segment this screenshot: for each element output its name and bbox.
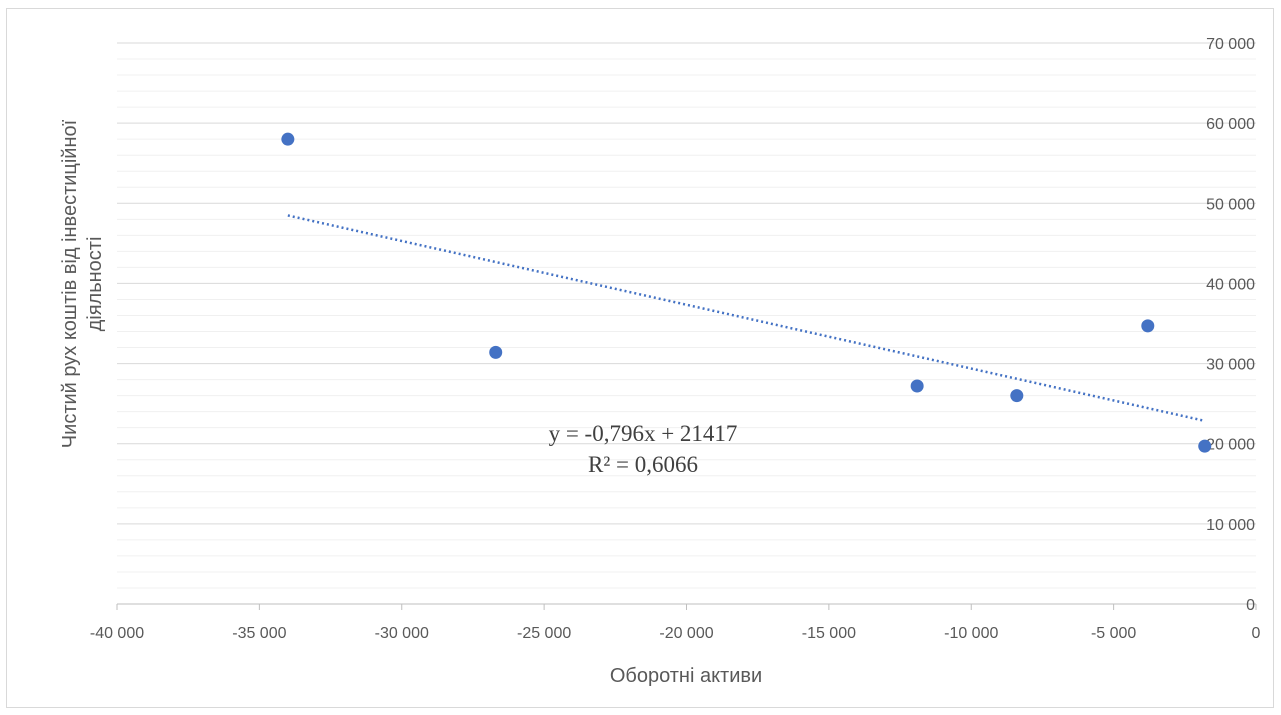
y-tick-label: 0 <box>1246 597 1255 614</box>
data-point <box>910 379 924 393</box>
x-axis-title: Оборотні активи <box>610 665 762 687</box>
r-squared: R² = 0,6066 <box>588 452 698 477</box>
chart-frame <box>6 8 1274 708</box>
y-axis-title: Чистий рух коштів від інвестиційної діяль… <box>59 119 106 448</box>
trendline-path <box>287 214 1206 423</box>
data-point <box>1141 319 1155 333</box>
x-tick-label: -15 000 <box>802 625 856 642</box>
y-tick-label: 60 000 <box>1206 116 1255 133</box>
y-axis: 0 10 000 20 000 30 000 40 000 50 000 60 000 70 … <box>1206 36 1255 614</box>
trendline <box>287 214 1206 423</box>
y-tick-label: 30 000 <box>1206 357 1255 374</box>
regression-equation: y = -0,796x + 21417 <box>549 421 738 446</box>
data-point <box>489 345 503 359</box>
y-axis-title-line: діяльності <box>84 237 106 332</box>
x-tick-label: -20 000 <box>659 625 713 642</box>
y-tick-label: 10 000 <box>1206 517 1255 534</box>
y-tick-label: 20 000 <box>1206 437 1255 454</box>
data-point <box>1010 389 1024 403</box>
trendline-equation: y = -0,796x + 21417 R² = 0,6066 <box>549 421 738 477</box>
x-tick-label: -10 000 <box>944 625 998 642</box>
x-tick-label: -35 000 <box>232 625 286 642</box>
y-tick-label: 50 000 <box>1206 196 1255 213</box>
x-tick-label: -30 000 <box>375 625 429 642</box>
y-tick-label: 70 000 <box>1206 36 1255 53</box>
data-point <box>281 132 295 146</box>
major-gridlines <box>117 42 1256 525</box>
data-points <box>281 132 1212 453</box>
x-tick-label: -25 000 <box>517 625 571 642</box>
y-tick-label: 40 000 <box>1206 276 1255 293</box>
y-axis-title-line: Чистий рух коштів від інвестиційної <box>59 119 81 448</box>
x-tick-label: -5 000 <box>1091 625 1136 642</box>
minor-gridlines <box>117 58 1256 589</box>
x-tick-label: -40 000 <box>90 625 144 642</box>
x-tick-label: 0 <box>1252 625 1261 642</box>
x-axis: -40 000 -35 000 -30 000 -25 000 -20 000 -15 0… <box>90 603 1261 642</box>
data-point <box>1198 439 1212 453</box>
